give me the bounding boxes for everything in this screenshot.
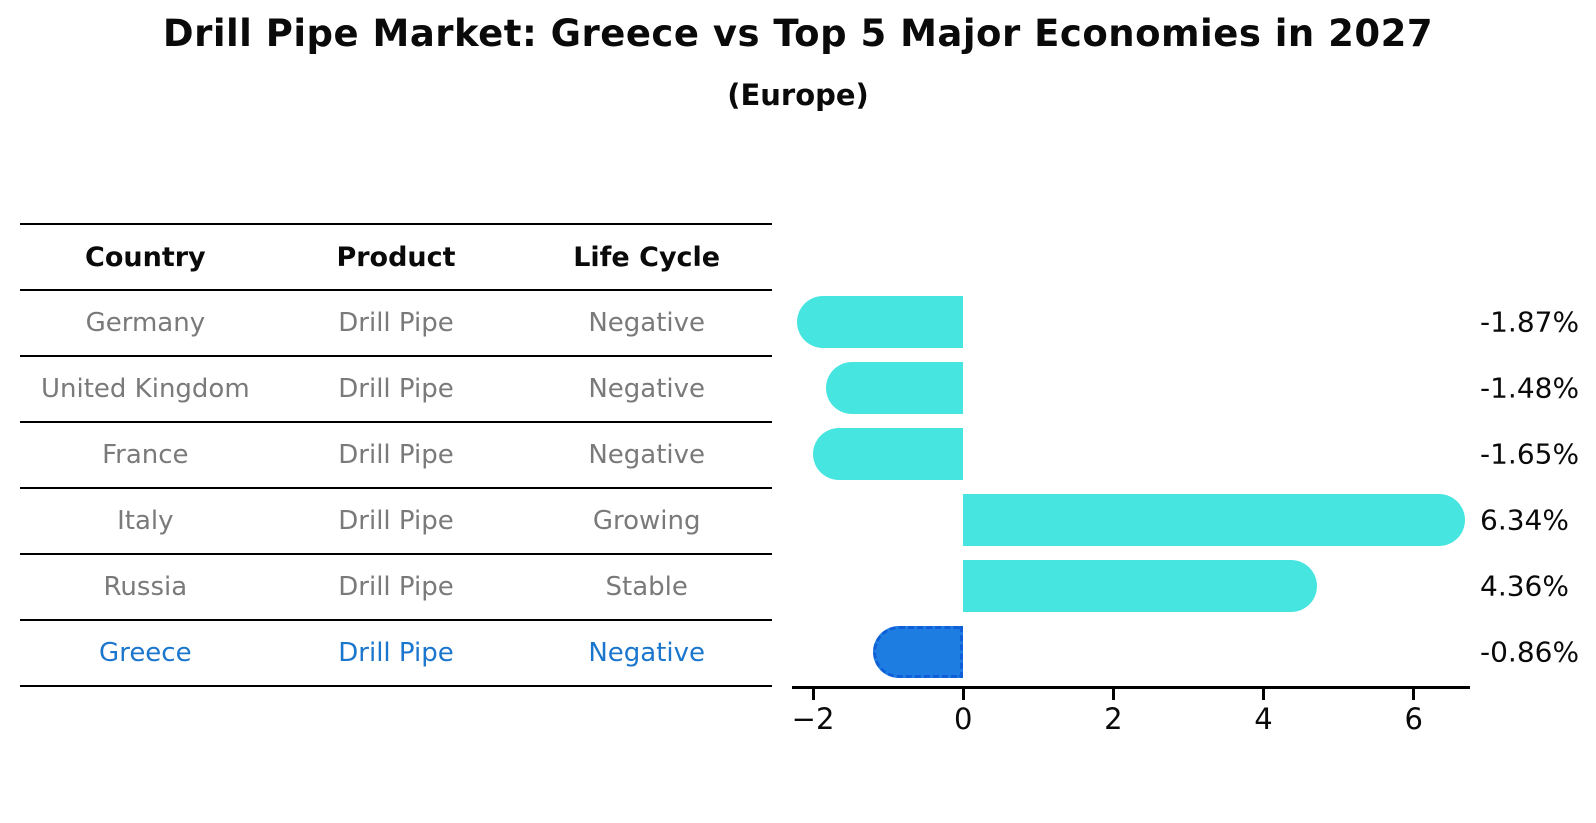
x-axis-tick [1412,689,1416,700]
table-row: Russia Drill Pipe Stable [20,555,772,621]
table-body: Germany Drill Pipe Negative United Kingdom D… [20,291,772,687]
x-axis-tick-label: 2 [1104,702,1123,736]
bar-germany [796,296,964,348]
table-cell-product: Drill Pipe [338,638,454,668]
table-header-product: Product [336,241,456,273]
bar-value-label: -1.87% [1480,305,1580,339]
table-cell-country: Germany [85,308,206,338]
table-cell-product: Drill Pipe [338,308,454,338]
bar-value-label: -0.86% [1480,635,1580,669]
table-cell-product: Drill Pipe [338,506,454,536]
x-axis-tick-label: 6 [1404,702,1423,736]
bar-united-kingdom [826,362,964,414]
bar-value-label: 6.34% [1480,503,1569,537]
table-header-row: Country Product Life Cycle [20,225,772,291]
table-cell-life-cycle: Negative [588,638,706,668]
x-axis-tick [1262,689,1266,700]
table-cell-product: Drill Pipe [338,374,454,404]
table-row: France Drill Pipe Negative [20,423,772,489]
table-header-lifecycle: Life Cycle [573,241,721,273]
table-row: Italy Drill Pipe Growing [20,489,772,555]
x-axis-tick [961,689,965,700]
bar-value-label: -1.48% [1480,371,1580,405]
table-cell-life-cycle: Negative [588,374,706,404]
x-axis-tick-label: 4 [1254,702,1273,736]
bar-highlight-greece [872,626,964,678]
bar-france [813,428,964,480]
table-header-country: Country [85,241,206,273]
table-cell-life-cycle: Stable [605,572,688,602]
table-cell-product: Drill Pipe [338,572,454,602]
table-cell-country: United Kingdom [40,374,250,404]
table-row: United Kingdom Drill Pipe Negative [20,357,772,423]
bar-value-label: -1.65% [1480,437,1580,471]
table-cell-country: Greece [99,638,192,668]
bar-russia [963,560,1317,612]
table-cell-country: Russia [103,572,188,602]
table-row: Greece Drill Pipe Negative [20,621,772,687]
table-cell-country: Italy [117,506,174,536]
page-title: Drill Pipe Market: Greece vs Top 5 Major… [162,12,1434,55]
comparison-table: Country Product Life Cycle Germany Drill … [20,223,772,687]
page-subtitle: (Europe) [727,78,869,112]
bar-italy [963,494,1466,546]
table-row: Germany Drill Pipe Negative [20,291,772,357]
table-cell-life-cycle: Growing [592,506,701,536]
table-cell-country: France [102,440,189,470]
x-axis-tick-label: −2 [791,702,835,736]
table-cell-life-cycle: Negative [588,440,706,470]
table-cell-life-cycle: Negative [588,308,706,338]
x-axis-tick [811,689,815,700]
x-axis-tick-label: 0 [953,702,973,736]
x-axis-tick [1111,689,1115,700]
table-cell-product: Drill Pipe [338,440,454,470]
x-axis [792,686,1470,689]
bar-value-label: 4.36% [1480,569,1569,603]
